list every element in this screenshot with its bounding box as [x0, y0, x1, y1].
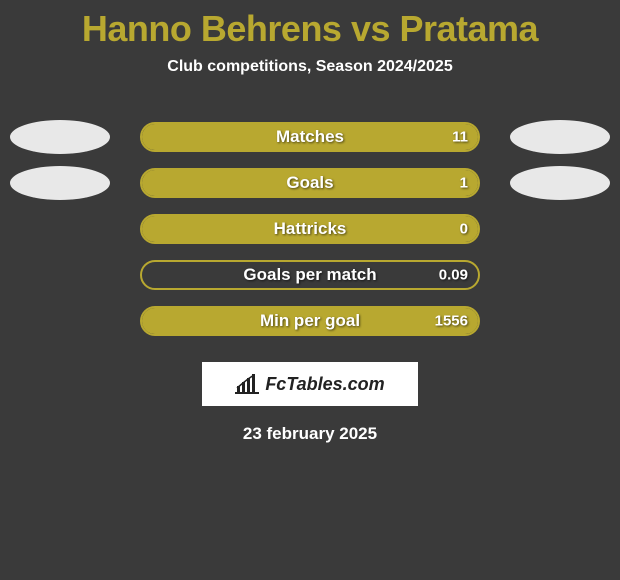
stat-value-right: 0.09 — [439, 267, 468, 284]
comparison-row: Goals1 — [0, 160, 620, 206]
page-title: Hanno Behrens vs Pratama — [0, 0, 620, 50]
bar-fill-left — [142, 170, 478, 196]
date-label: 23 february 2025 — [0, 424, 620, 444]
chart-icon — [235, 374, 259, 394]
player-left-avatar — [10, 120, 110, 154]
bar-track: Goals per match0.09 — [140, 260, 480, 290]
comparison-row: Hattricks0 — [0, 206, 620, 252]
bar-fill-left — [142, 216, 478, 242]
bar-track: Hattricks0 — [140, 214, 480, 244]
bar-fill-left — [142, 124, 478, 150]
player-right-avatar — [510, 166, 610, 200]
fctables-logo: FcTables.com — [202, 362, 418, 406]
player-right-avatar — [510, 120, 610, 154]
bar-track: Goals1 — [140, 168, 480, 198]
bar-track: Min per goal1556 — [140, 306, 480, 336]
logo-text: FcTables.com — [265, 374, 384, 395]
stat-label: Goals per match — [142, 265, 478, 285]
comparison-row: Matches11 — [0, 114, 620, 160]
player-left-avatar — [10, 166, 110, 200]
comparison-row: Min per goal1556 — [0, 298, 620, 344]
comparison-chart: Matches11 Goals1 Hattricks0 Goals per match… — [0, 114, 620, 344]
comparison-row: Goals per match0.09 — [0, 252, 620, 298]
subtitle: Club competitions, Season 2024/2025 — [0, 58, 620, 76]
bar-fill-right — [142, 308, 478, 334]
bar-track: Matches11 — [140, 122, 480, 152]
